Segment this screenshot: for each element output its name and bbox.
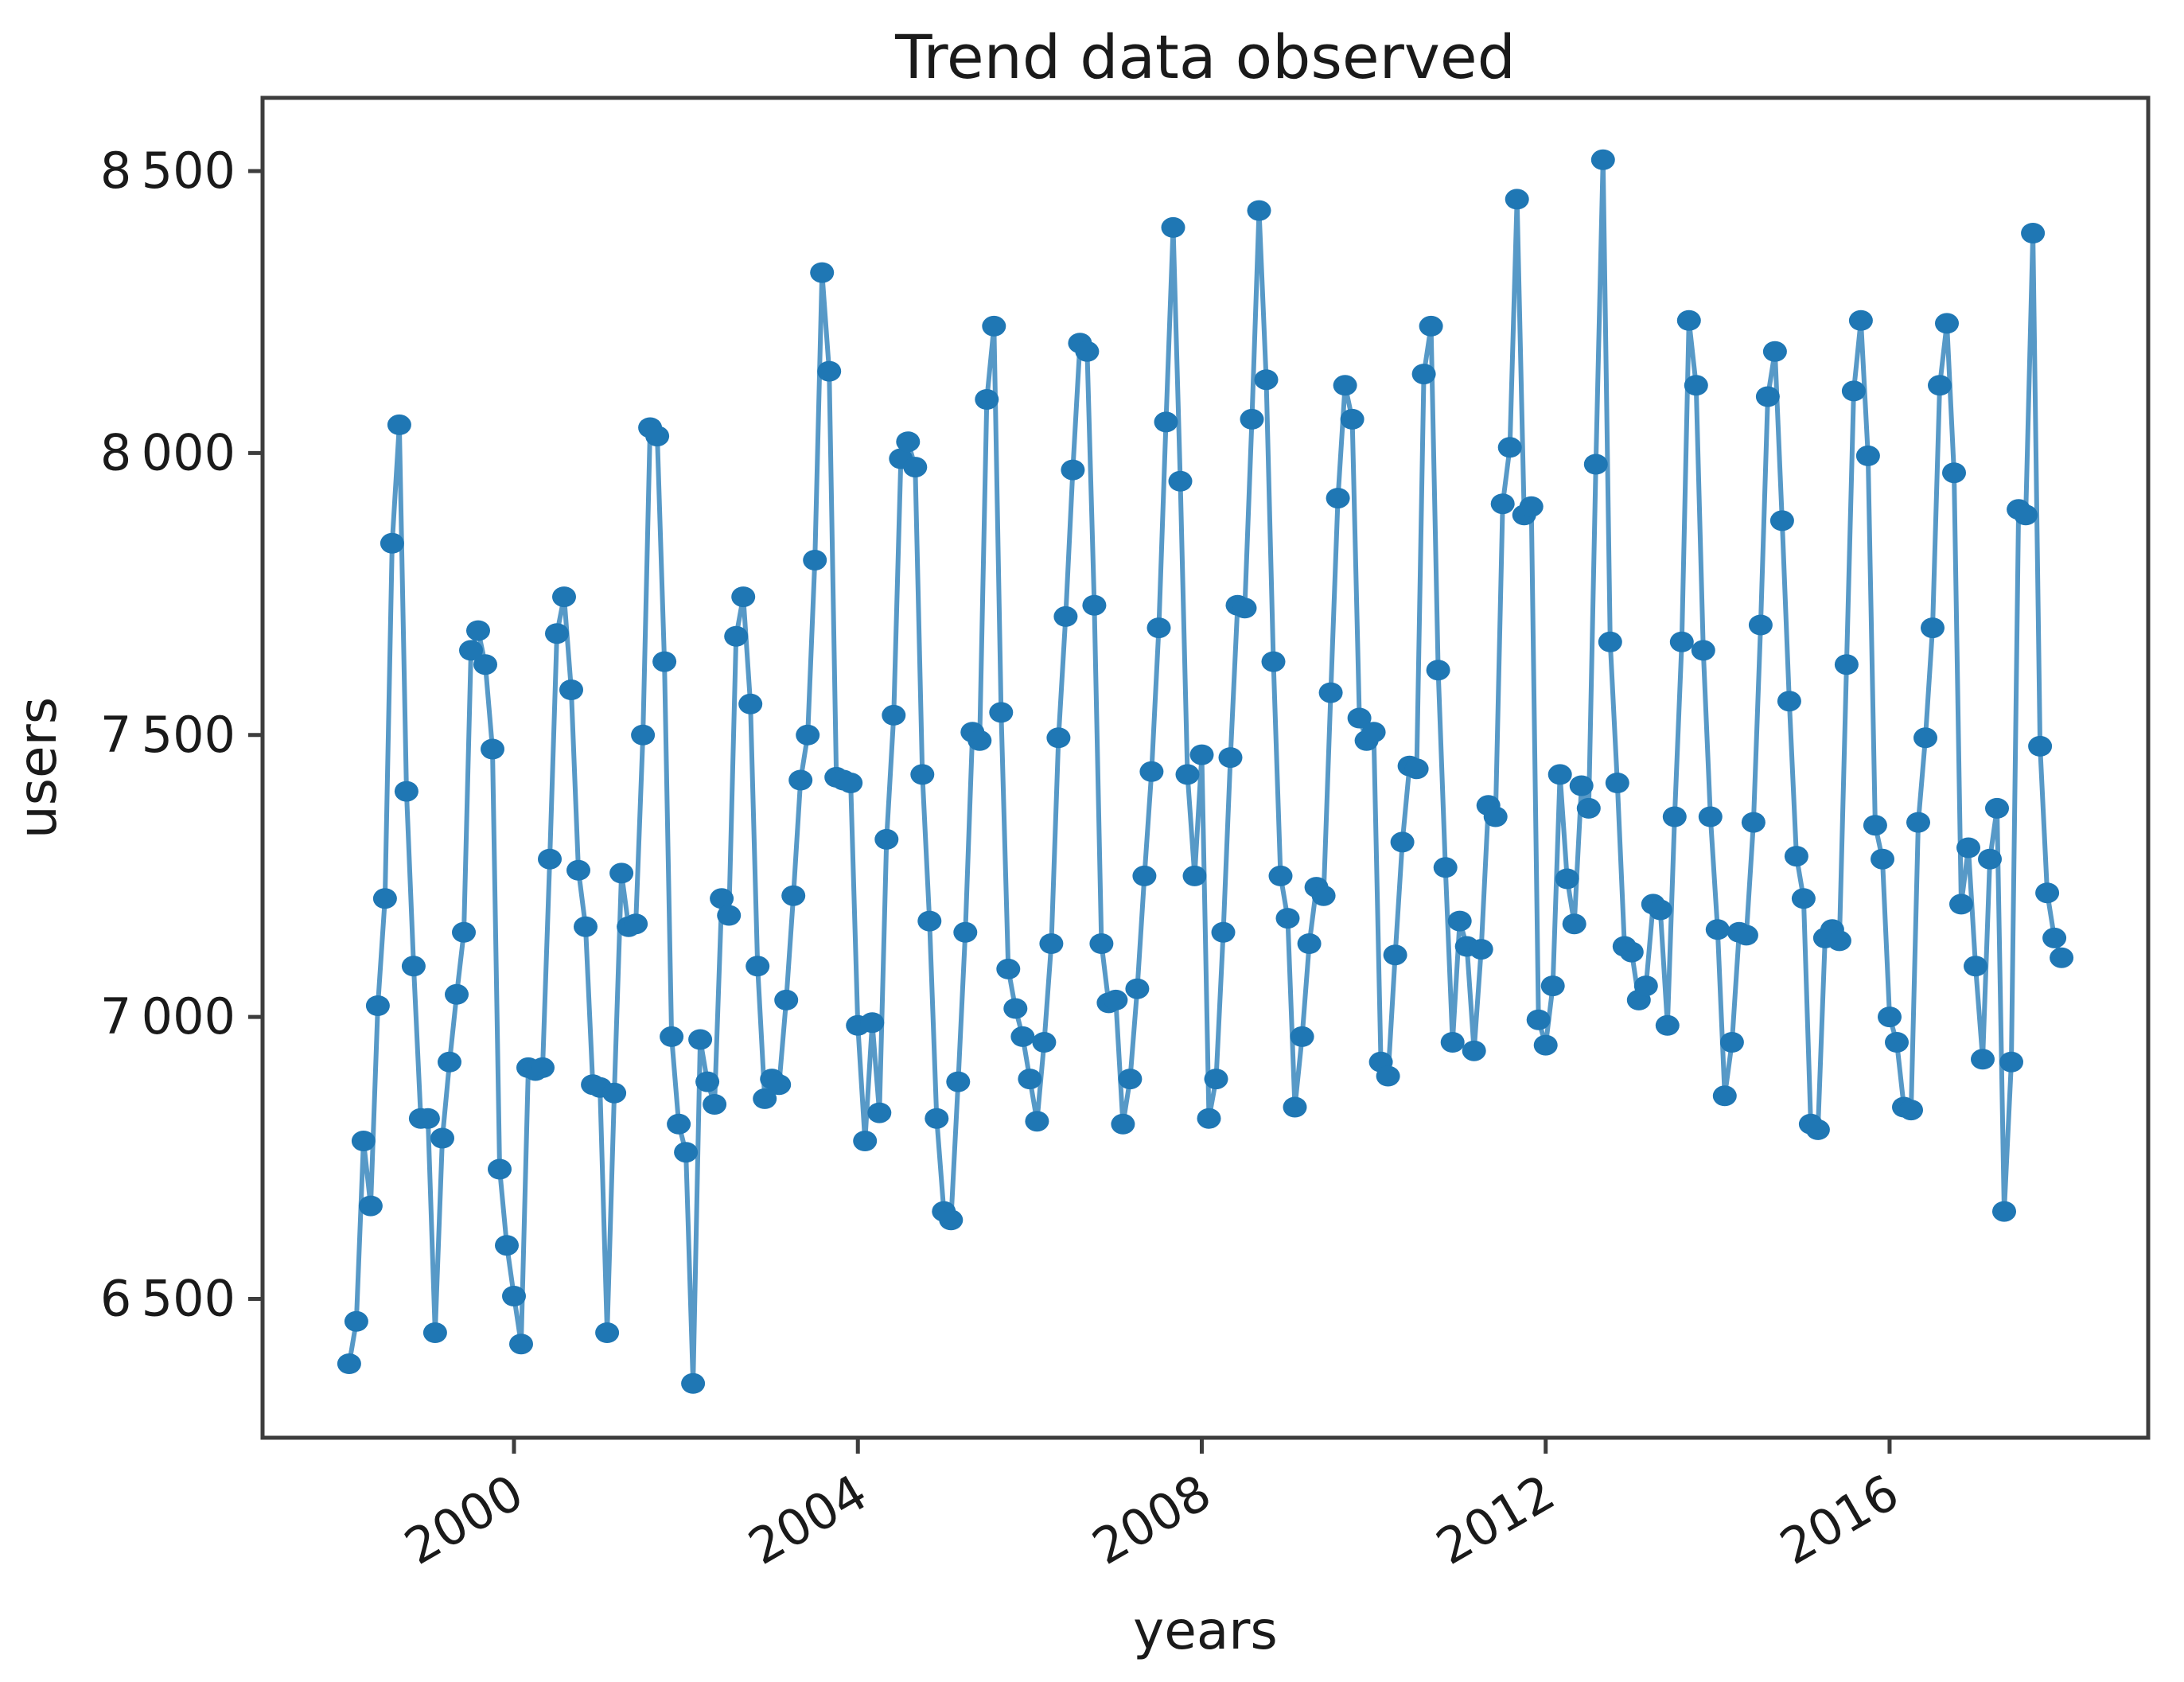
y-tick-label: 8 000 [100, 423, 236, 481]
x-tick-label: 2000 [395, 1463, 532, 1576]
x-axis-label: years [1133, 1600, 1278, 1661]
plot-frame [260, 95, 2151, 1440]
y-tick-label: 7 000 [100, 987, 236, 1045]
y-tick-label: 8 500 [100, 142, 236, 200]
x-tick-label: 2004 [739, 1463, 877, 1576]
x-tick-label: 2012 [1427, 1463, 1564, 1576]
x-tick-label: 2008 [1083, 1463, 1220, 1576]
x-axis-ticks: 2000 2004 2008 2012 2016 [395, 1438, 1908, 1576]
y-axis-ticks: 6 500 7 000 7 500 8 000 8 500 [100, 142, 263, 1328]
data-series-markers [337, 149, 2074, 1394]
data-series-line [346, 157, 2065, 1386]
chart-title: Trend data observed [894, 21, 1516, 92]
y-tick-label: 7 500 [100, 706, 236, 764]
y-tick-label: 6 500 [100, 1270, 236, 1328]
y-axis-label: users [7, 697, 68, 839]
x-tick-label: 2016 [1770, 1463, 1908, 1576]
